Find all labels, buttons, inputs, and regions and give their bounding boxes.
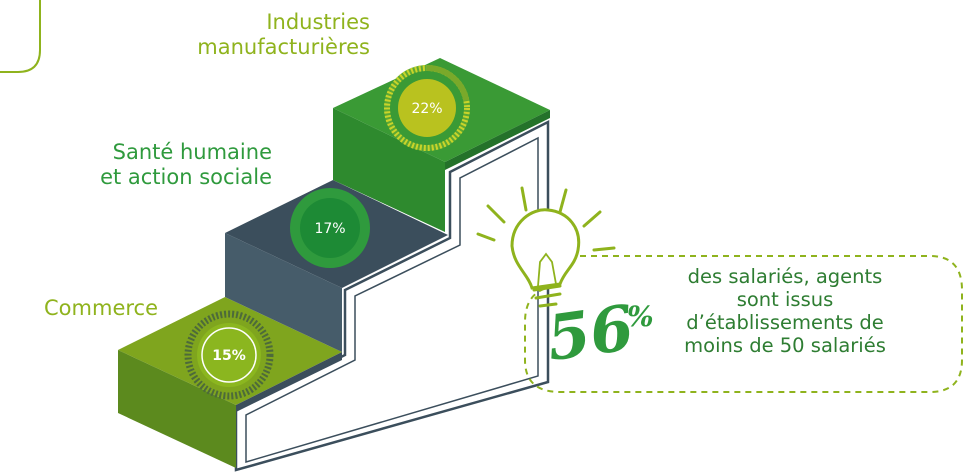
value-circle-industries: 22% bbox=[384, 65, 470, 151]
label-sante-line1: Santé humaine bbox=[112, 140, 272, 164]
callout-big-number: 56 bbox=[542, 291, 638, 375]
value-arc-industries bbox=[384, 65, 470, 151]
label-industries: Industries manufacturières bbox=[150, 10, 370, 60]
label-sante-line2: et action sociale bbox=[100, 165, 272, 189]
callout-line: d’établissements de bbox=[686, 311, 884, 334]
value-industries: 22% bbox=[411, 101, 442, 117]
label-industries-line2: manufacturières bbox=[197, 35, 370, 59]
value-circle-sante: 17% bbox=[290, 188, 370, 268]
value-circle-commerce: 15% bbox=[184, 310, 274, 400]
value-sante: 17% bbox=[314, 221, 345, 237]
label-commerce: Commerce bbox=[8, 296, 158, 321]
label-commerce-line1: Commerce bbox=[44, 296, 158, 320]
label-sante: Santé humaine et action sociale bbox=[40, 140, 272, 190]
callout-line: moins de 50 salariés bbox=[684, 334, 886, 357]
callout-big-unit: % bbox=[627, 300, 654, 333]
value-commerce: 15% bbox=[212, 348, 246, 364]
corner-frame bbox=[0, 0, 41, 73]
callout-text: des salariés, agents sont issus d’établi… bbox=[640, 265, 930, 357]
callout-line: sont issus bbox=[736, 288, 834, 311]
lightbulb-icon bbox=[476, 186, 616, 308]
label-industries-line1: Industries bbox=[266, 10, 370, 34]
callout-line: des salariés, agents bbox=[687, 265, 883, 288]
